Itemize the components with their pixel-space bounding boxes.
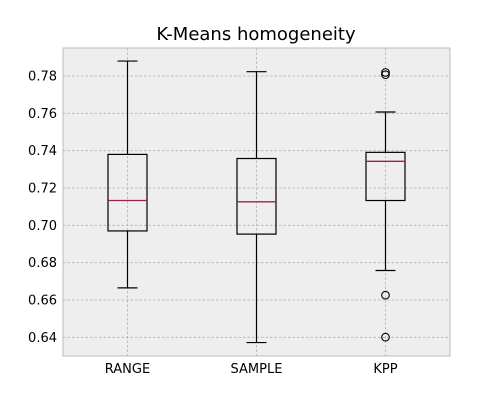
x-tick-label: SAMPLE [231, 362, 283, 377]
plot-frame [62, 47, 451, 357]
y-tick-label: 0.72 [28, 182, 57, 197]
x-tick-label: RANGE [105, 362, 150, 377]
x-tick-label: KPP [373, 362, 397, 377]
outlier-point [381, 332, 390, 342]
box-sample [236, 71, 277, 344]
y-tick-label: 0.70 [28, 219, 57, 234]
y-tick-label: 0.64 [28, 331, 57, 346]
y-tick-label: 0.68 [28, 256, 57, 271]
y-tick-label: 0.76 [28, 107, 57, 122]
outlier-point [381, 70, 390, 80]
y-tick-label: 0.74 [28, 144, 57, 159]
box-iqr [107, 153, 148, 232]
box-plots [107, 60, 406, 344]
y-tick-label: 0.66 [28, 294, 57, 309]
box-iqr [365, 151, 406, 202]
y-tick-label: 0.78 [28, 70, 57, 85]
chart-title: K-Means homogeneity [156, 24, 356, 45]
outlier-point [381, 290, 390, 300]
box-range [107, 60, 148, 289]
box-kpp [365, 68, 406, 342]
axis-ticks: 0.64 0.66 0.68 0.70 0.72 0.74 0.76 0.78 RANGE SAM… [28, 70, 398, 378]
outlier-point [381, 68, 390, 77]
box-iqr [236, 157, 277, 235]
